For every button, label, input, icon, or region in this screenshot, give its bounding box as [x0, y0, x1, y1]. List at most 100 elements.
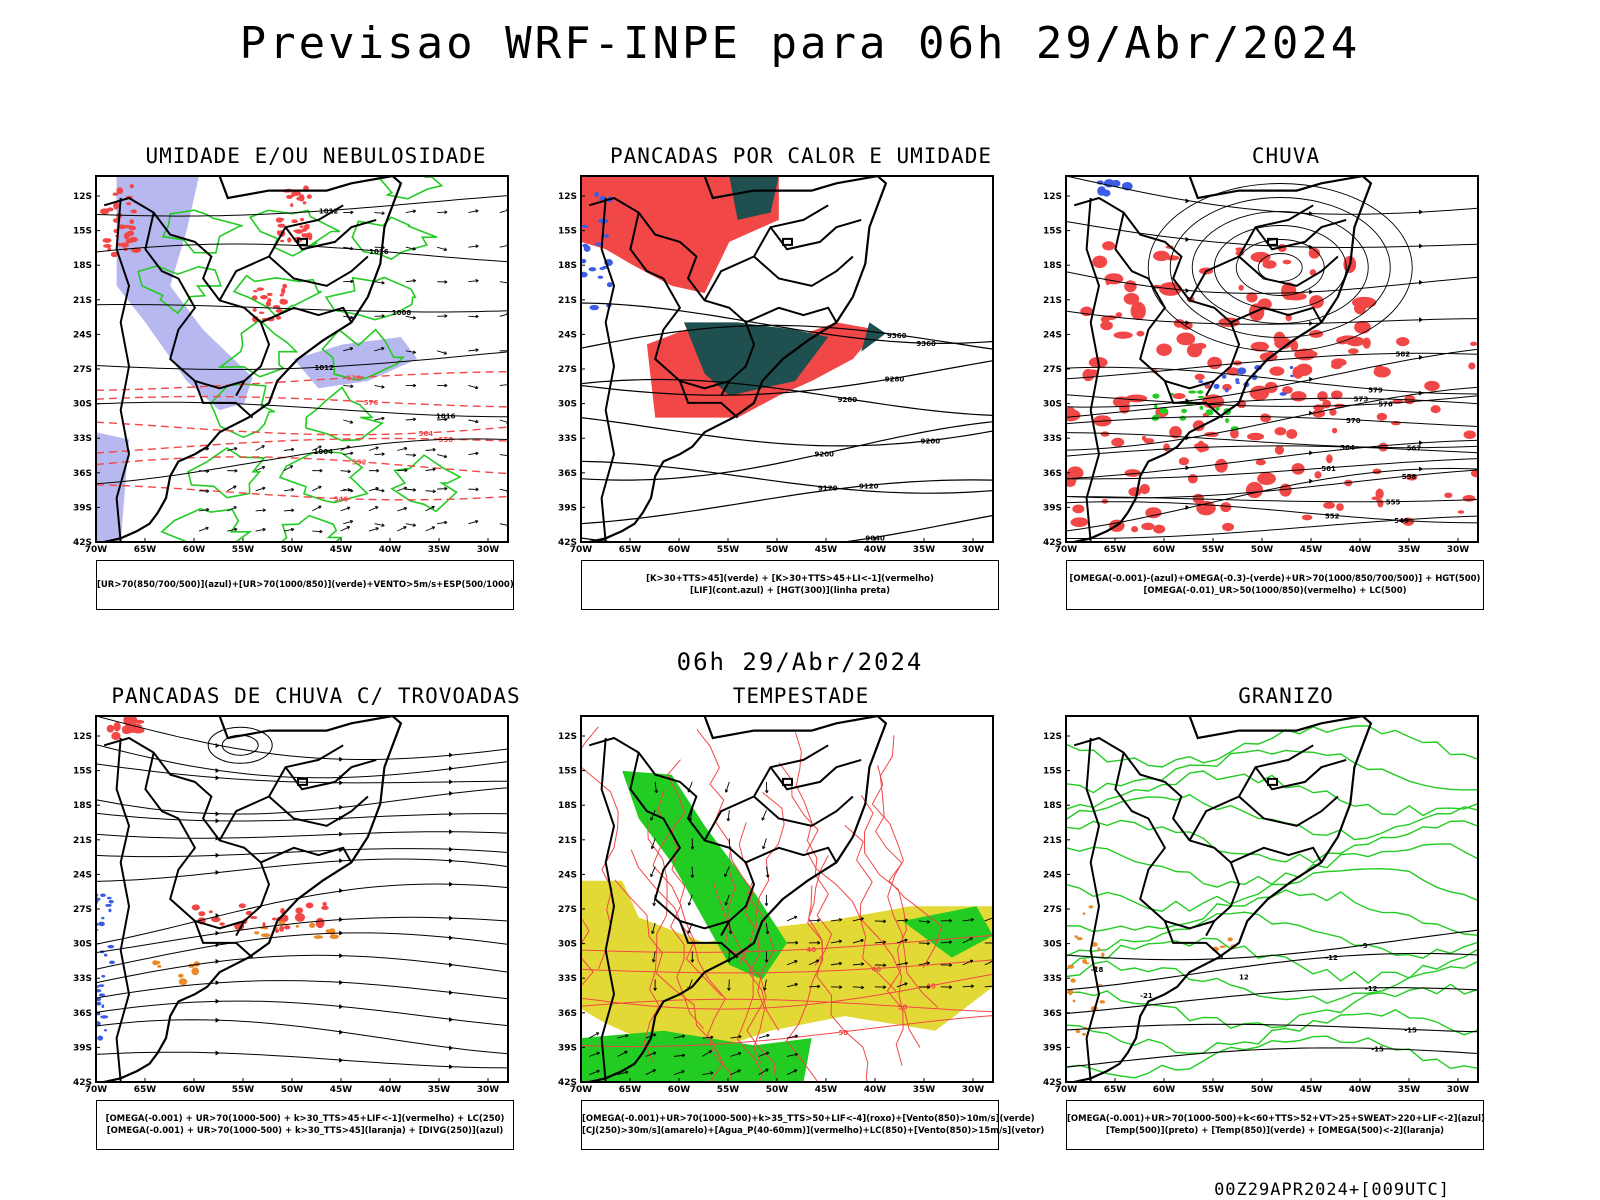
latitude-label: 12S	[73, 732, 92, 742]
latitude-label: 39S	[558, 503, 577, 513]
contour-line	[207, 726, 273, 764]
longitude-label: 30W	[477, 545, 500, 555]
arrow-head	[381, 385, 385, 389]
legend-line: [Temp(500)](preto) + [Temp(850)](verde) …	[1105, 1126, 1445, 1136]
arrow-head	[860, 938, 864, 943]
wind-arrow	[405, 418, 416, 421]
streamline-arrow	[339, 916, 344, 922]
country-border	[1238, 795, 1339, 827]
arrow-head	[233, 485, 237, 489]
latitude-label: 18S	[558, 801, 577, 811]
arrow-head	[443, 247, 448, 252]
arrow-head	[651, 930, 655, 934]
arrow-head	[650, 817, 654, 821]
arrow-head	[690, 959, 695, 963]
arrow-head	[444, 417, 448, 422]
contour-line	[96, 421, 508, 436]
wind-arrow	[425, 468, 436, 472]
rain-area	[1072, 504, 1085, 514]
contour-line	[321, 328, 405, 381]
rain-area	[1136, 330, 1145, 337]
arrow-head	[625, 1034, 629, 1038]
wind-arrow	[786, 915, 798, 922]
latitude-label: 15S	[73, 227, 92, 237]
country-border	[260, 306, 353, 324]
streamline-arrow	[449, 915, 454, 921]
rain-area	[1291, 463, 1305, 475]
wind-arrow	[468, 349, 479, 352]
arrow-head	[839, 985, 843, 989]
contour-label: 564	[418, 430, 433, 438]
streamline-arrow	[1419, 354, 1424, 360]
contour-line	[96, 395, 508, 408]
wind-arrow	[368, 487, 379, 492]
wind-arrow	[340, 445, 350, 451]
run-timestamp: 00Z29APR2024+[009UTC]	[1214, 1180, 1450, 1200]
arrow-head	[412, 315, 416, 320]
divergence-area	[109, 960, 115, 965]
streamline-arrow	[215, 930, 220, 936]
temperature-850-contours	[1066, 725, 1478, 1079]
country-border	[588, 736, 756, 937]
wind-arrow	[918, 962, 930, 966]
arrow-head	[652, 1069, 656, 1073]
rain-area	[123, 224, 133, 229]
arrow-head	[346, 445, 351, 449]
lifted-index-contour	[597, 275, 604, 279]
humidity-area	[96, 432, 129, 542]
longitude-label: 40W	[379, 545, 402, 555]
contour-label: 40	[926, 983, 936, 991]
latitude-label: 15S	[558, 227, 577, 237]
legend-line: [CJ(250)>30m/s](amarelo)+[Agua_P(40-60mm…	[582, 1126, 1045, 1136]
country-border	[678, 920, 739, 959]
wind-vectors	[650, 781, 770, 991]
rain-area	[1290, 374, 1294, 378]
wind-arrow	[727, 810, 730, 822]
map-granizo: -9 -12 -12 -15 -15 -18 -21 12 12S 15S 18S 21S 24S 27S…	[1043, 714, 1479, 1095]
thunderstorm-area	[253, 931, 260, 935]
arrow-head	[793, 1069, 798, 1073]
wind-arrow	[589, 1052, 600, 1057]
arrow-head	[765, 931, 770, 935]
country-border	[193, 380, 254, 419]
contour-line	[324, 276, 417, 321]
rain-area	[1470, 469, 1478, 478]
arrow-head	[838, 961, 843, 966]
rain-area	[1153, 524, 1166, 534]
political-borders	[103, 174, 403, 544]
contour-line	[643, 819, 668, 1062]
rain-area	[1102, 241, 1116, 251]
longitude-label: 35W	[1398, 1085, 1421, 1095]
wind-arrow	[786, 1069, 798, 1076]
wind-arrow	[283, 448, 294, 451]
latitude-label: 27S	[1043, 365, 1062, 375]
arrow-head	[350, 488, 354, 493]
contour-line	[1066, 1035, 1478, 1079]
longitude-label: 40W	[864, 1085, 887, 1095]
contour-label: 1012	[314, 364, 334, 372]
arrow-head	[652, 902, 656, 907]
contour-label: 9360	[916, 340, 936, 348]
contour-line	[748, 792, 785, 1032]
latitude-label: 36S	[1043, 469, 1062, 479]
wind-arrow	[255, 466, 266, 472]
arrow-head	[381, 452, 385, 456]
wind-arrow	[654, 781, 657, 793]
wind-arrow	[702, 1036, 714, 1039]
political-borders	[1073, 174, 1373, 544]
lifted-index-contour	[581, 271, 588, 278]
wind-arrow	[198, 470, 210, 472]
streamline-arrow	[1309, 320, 1314, 326]
longitude-label: 40W	[864, 545, 887, 555]
country-border	[218, 204, 344, 301]
omega-area	[1067, 964, 1075, 969]
arrow-head	[650, 873, 654, 878]
rain-area	[1317, 391, 1328, 402]
wind-arrow	[728, 979, 730, 991]
contour-label: 549	[1394, 517, 1409, 525]
latitude-label: 36S	[73, 469, 92, 479]
map-frame	[95, 715, 509, 1083]
contour-line	[871, 765, 939, 1008]
thunderstorm-area	[262, 922, 266, 927]
